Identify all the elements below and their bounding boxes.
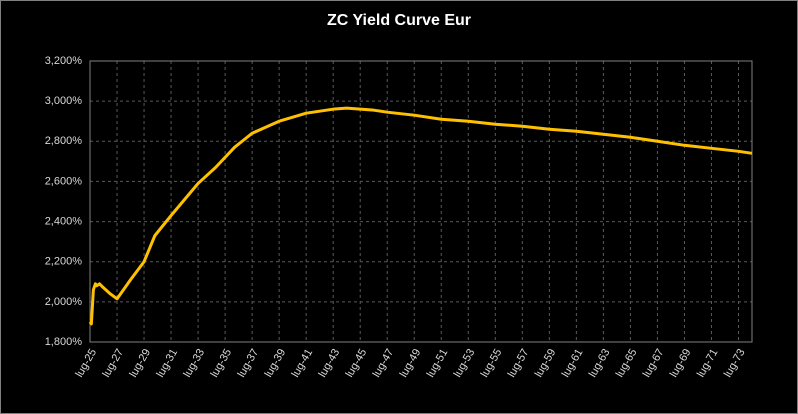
plot-area (90, 61, 752, 342)
chart-title: ZC Yield Curve Eur (327, 12, 471, 29)
y-tick-label: 2,400% (45, 215, 83, 227)
y-tick-label: 2,200% (45, 256, 83, 268)
plot-border (89, 60, 753, 343)
y-tick-label: 2,800% (45, 135, 83, 147)
y-tick-label: 2,600% (45, 175, 83, 187)
y-tick-label: 2,000% (45, 296, 83, 308)
line-series (88, 106, 753, 326)
y-tick-label: 1,800% (45, 336, 83, 348)
y-tick-label: 3,000% (45, 95, 83, 107)
y-tick-label: 3,200% (45, 55, 83, 67)
